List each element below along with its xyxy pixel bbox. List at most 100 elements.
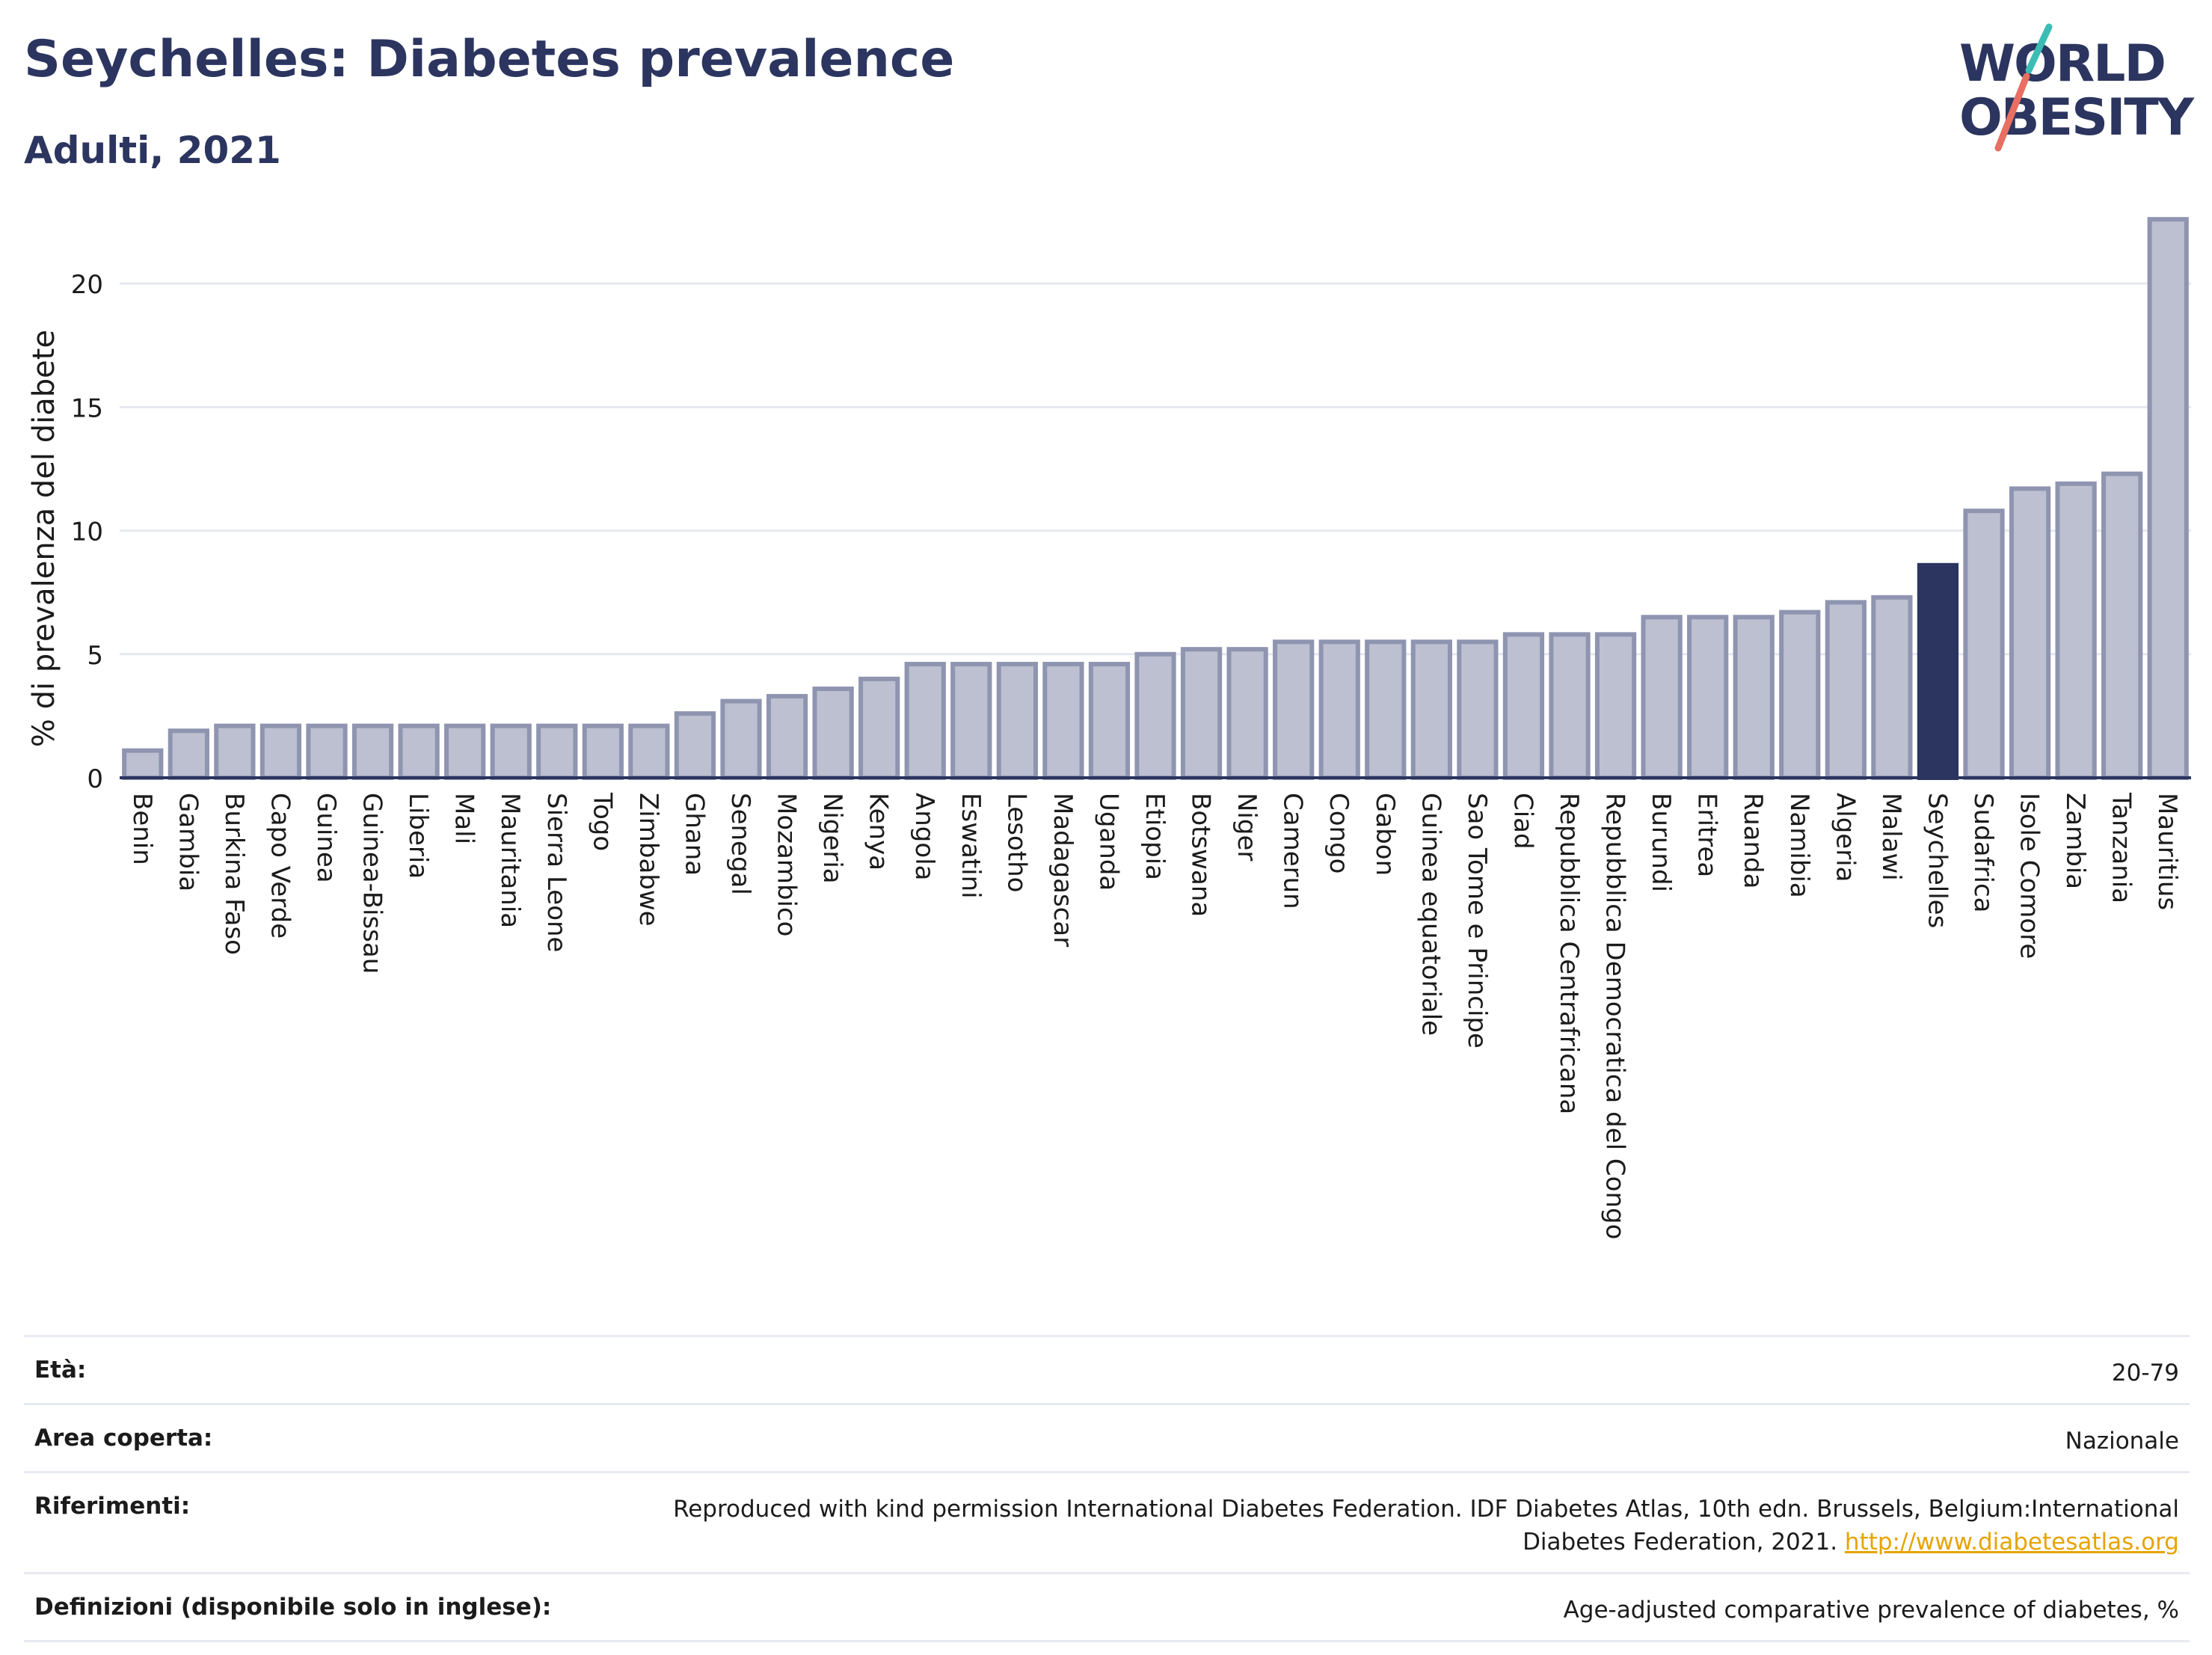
x-tick-label: Guinea equatoriale xyxy=(1416,793,1446,1036)
definitions-label: Definizioni (disponibile solo in inglese… xyxy=(34,1594,552,1621)
bar xyxy=(1410,639,1452,780)
bar xyxy=(1042,662,1084,780)
x-tick-label: Guinea xyxy=(311,793,341,883)
info-row-definitions: Definizioni (disponibile solo in inglese… xyxy=(24,1572,2190,1642)
logo-line-world: WORLD xyxy=(1959,34,2165,93)
bars xyxy=(122,217,2189,781)
x-tick-label: Burundi xyxy=(1646,793,1676,892)
bar xyxy=(536,723,578,781)
x-tick-label: Etiopia xyxy=(1140,793,1170,880)
bar xyxy=(1825,600,1867,780)
x-tick-label: Namibia xyxy=(1784,793,1814,898)
references-value: Reproduced with kind permission Internat… xyxy=(646,1493,2179,1559)
references-text: Reproduced with kind permission Internat… xyxy=(673,1496,2179,1556)
info-table: Età: 20-79 Area coperta: Nazionale Rifer… xyxy=(24,1335,2190,1642)
bar xyxy=(858,676,900,781)
bar xyxy=(1687,615,1729,781)
logo-line-obesity: OBESITY xyxy=(1959,88,2195,147)
bar xyxy=(628,723,670,781)
x-tick-label: Burkina Faso xyxy=(219,793,249,955)
y-axis-label: % di prevalenza del diabete xyxy=(27,330,61,747)
x-tick-label: Senegal xyxy=(725,793,755,895)
x-tick-label: Nigeria xyxy=(817,793,847,884)
bar xyxy=(904,662,946,780)
x-tick-label: Mozambico xyxy=(772,793,802,936)
x-tick-label: Seychelles xyxy=(1922,793,1952,928)
chart-title: Seychelles: Diabetes prevalence xyxy=(24,30,955,89)
x-tick-label: Botswana xyxy=(1186,793,1216,917)
y-tick-label: 10 xyxy=(71,518,103,547)
info-row-age: Età: 20-79 xyxy=(24,1335,2190,1403)
bar xyxy=(766,693,808,781)
x-tick-label: Sierra Leone xyxy=(541,793,571,952)
x-tick-label: Guinea-Bissau xyxy=(357,793,387,974)
x-tick-label: Mauritius xyxy=(2152,793,2182,910)
bar xyxy=(168,728,209,781)
x-tick-label: Uganda xyxy=(1093,793,1123,891)
bar xyxy=(398,723,440,781)
info-row-references: Riferimenti: Reproduced with kind permis… xyxy=(24,1471,2190,1572)
age-label: Età: xyxy=(34,1357,87,1384)
x-tick-label: Mauritania xyxy=(495,793,525,928)
age-value: 20-79 xyxy=(2111,1360,2179,1387)
x-tick-label: Capo Verde xyxy=(265,793,295,939)
bar xyxy=(1963,509,2005,780)
x-tick-label: Togo xyxy=(587,792,617,851)
bar xyxy=(1318,639,1360,780)
bar xyxy=(1733,615,1775,781)
x-tick-label: Repubblica Democratica del Congo xyxy=(1600,793,1630,1239)
x-tick-label: Niger xyxy=(1232,793,1262,861)
bar-chart: 0 5 10 15 20 Benin Gambia Burkina Faso Capo Verd… xyxy=(27,217,2191,1239)
definitions-value: Age-adjusted comparative prevalence of d… xyxy=(1563,1597,2179,1624)
bar xyxy=(1502,632,1545,781)
world-obesity-logo: WORLD OBESITY xyxy=(1959,23,2196,152)
bar xyxy=(1180,647,1223,780)
references-link[interactable]: http://www.diabetesatlas.org xyxy=(1844,1529,2179,1556)
bar xyxy=(1273,639,1315,780)
x-tick-label: Eswatini xyxy=(956,793,986,899)
bar xyxy=(996,662,1038,780)
x-tick-label: Repubblica Centrafricana xyxy=(1554,793,1584,1114)
x-tick-label: Zambia xyxy=(2060,793,2090,889)
bar xyxy=(122,748,164,780)
x-tick-label: Ruanda xyxy=(1738,793,1768,888)
bar xyxy=(1134,651,1176,780)
bar xyxy=(1365,639,1407,780)
x-tick-label: Isole Comore xyxy=(2015,793,2044,959)
x-tick-label: Mali xyxy=(449,793,479,844)
logo-slash-teal xyxy=(2025,23,2053,74)
references-label: Riferimenti: xyxy=(34,1493,191,1520)
x-tick-label: Sudafrica xyxy=(1968,793,1998,912)
logo-slash-coral xyxy=(1994,73,2030,152)
x-tick-label: Kenya xyxy=(864,793,894,871)
y-tick-label: 15 xyxy=(71,393,103,423)
bar xyxy=(720,698,762,781)
bar xyxy=(306,723,348,781)
y-tick-label: 0 xyxy=(87,764,103,794)
x-tick-label: Benin xyxy=(127,793,157,865)
info-row-area: Area coperta: Nazionale xyxy=(24,1403,2190,1471)
x-tick-label: Sao Tome e Principe xyxy=(1462,793,1492,1048)
bar xyxy=(1226,647,1268,780)
x-tick-label: Tanzania xyxy=(2107,792,2136,903)
bar xyxy=(2101,471,2143,780)
x-tick-label: Camerun xyxy=(1278,793,1308,909)
x-tick-label: Algeria xyxy=(1830,793,1860,882)
bar xyxy=(351,723,394,781)
x-tick-label: Liberia xyxy=(403,793,433,879)
bar xyxy=(1871,595,1913,780)
y-tick-label: 5 xyxy=(87,641,103,671)
bar xyxy=(950,662,992,780)
area-value: Nazionale xyxy=(2065,1428,2179,1455)
chart-subtitle: Adulti, 2021 xyxy=(24,129,281,172)
bar xyxy=(214,723,256,781)
area-label: Area coperta: xyxy=(34,1425,213,1452)
bar xyxy=(1549,632,1591,781)
bar xyxy=(444,723,486,781)
x-tick-label: Malawi xyxy=(1876,793,1906,881)
bar xyxy=(1641,615,1683,781)
bar xyxy=(1917,562,1959,780)
x-tick-label: Gambia xyxy=(173,793,203,891)
bar xyxy=(259,723,302,781)
x-tick-label: Madagascar xyxy=(1048,793,1078,947)
